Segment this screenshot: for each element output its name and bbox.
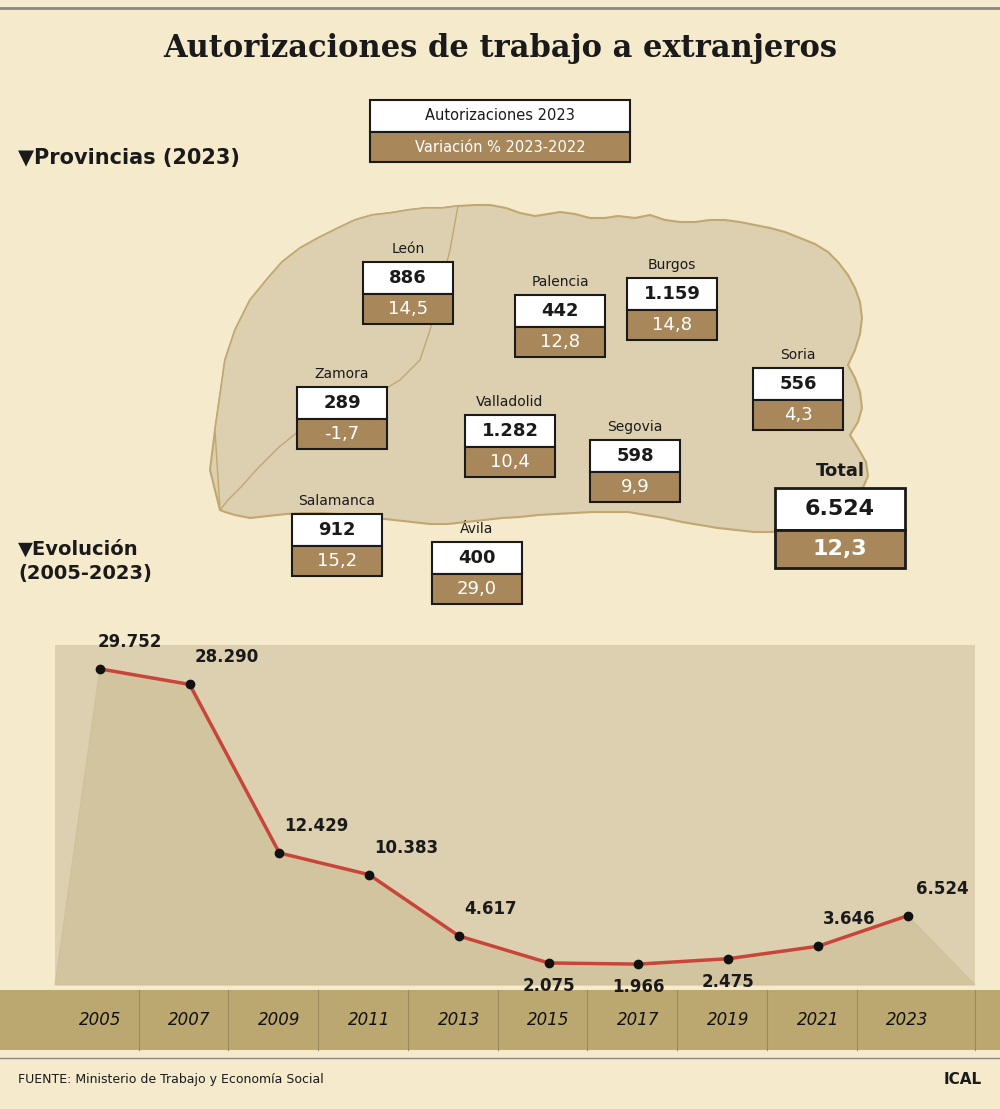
Text: 2013: 2013	[438, 1011, 480, 1029]
Text: ▼Evolución
(2005-2023): ▼Evolución (2005-2023)	[18, 540, 152, 582]
Text: 2015: 2015	[527, 1011, 570, 1029]
Text: Autorizaciones 2023: Autorizaciones 2023	[425, 109, 575, 123]
Text: 2017: 2017	[617, 1011, 660, 1029]
Text: 2019: 2019	[707, 1011, 749, 1029]
Bar	[775, 488, 905, 530]
Text: Total: Total	[816, 462, 864, 480]
Text: Palencia: Palencia	[531, 275, 589, 289]
Text: FUENTE: Ministerio de Trabajo y Economía Social: FUENTE: Ministerio de Trabajo y Economía…	[18, 1074, 324, 1087]
Text: 912: 912	[318, 521, 356, 539]
Bar	[515, 295, 605, 327]
Text: ▼Provincias (2023): ▼Provincias (2023)	[18, 147, 240, 167]
Text: 28.290: 28.290	[195, 649, 259, 667]
Bar	[627, 311, 717, 340]
Text: 289: 289	[323, 394, 361, 413]
Text: 2.475: 2.475	[702, 973, 755, 990]
Text: 4.617: 4.617	[464, 899, 517, 918]
Text: 12.429: 12.429	[284, 817, 349, 835]
Text: León: León	[391, 242, 425, 256]
Text: 886: 886	[389, 269, 427, 287]
Text: 4,3: 4,3	[784, 406, 812, 424]
Bar	[363, 262, 453, 294]
Text: 556: 556	[779, 375, 817, 393]
Text: Autorizaciones de trabajo a extranjeros: Autorizaciones de trabajo a extranjeros	[163, 32, 837, 63]
Bar	[590, 440, 680, 472]
Bar	[753, 368, 843, 400]
Bar	[292, 546, 382, 576]
Bar	[775, 530, 905, 568]
Text: 12,8: 12,8	[540, 333, 580, 352]
Text: 2023: 2023	[886, 1011, 929, 1029]
Polygon shape	[215, 206, 458, 510]
Text: Burgos: Burgos	[648, 258, 696, 272]
Text: Zamora: Zamora	[315, 367, 369, 381]
Polygon shape	[55, 669, 975, 985]
Text: Variación % 2023-2022: Variación % 2023-2022	[415, 140, 585, 154]
Text: 2009: 2009	[258, 1011, 301, 1029]
Text: 10,4: 10,4	[490, 452, 530, 471]
Text: ICAL: ICAL	[944, 1072, 982, 1088]
Text: 14,8: 14,8	[652, 316, 692, 334]
Bar	[297, 387, 387, 419]
Text: Valladolid: Valladolid	[476, 395, 544, 409]
Text: Segovia: Segovia	[607, 420, 663, 434]
Bar	[590, 472, 680, 502]
Text: 442: 442	[541, 302, 579, 321]
Bar	[292, 513, 382, 546]
Bar	[0, 990, 1000, 1050]
Text: 6.524: 6.524	[916, 879, 968, 897]
Text: 2005: 2005	[79, 1011, 121, 1029]
Bar	[465, 415, 555, 447]
Text: 2021: 2021	[797, 1011, 839, 1029]
Text: 1.159: 1.159	[644, 285, 700, 303]
Text: 15,2: 15,2	[317, 552, 357, 570]
Text: 400: 400	[458, 549, 496, 567]
Bar	[627, 278, 717, 311]
Text: 598: 598	[616, 447, 654, 465]
Bar	[363, 294, 453, 324]
Bar	[432, 542, 522, 574]
Text: 29.752: 29.752	[98, 633, 162, 651]
Polygon shape	[210, 205, 868, 532]
Text: 14,5: 14,5	[388, 301, 428, 318]
Text: 2007: 2007	[168, 1011, 211, 1029]
Bar	[55, 645, 975, 985]
Text: 3.646: 3.646	[823, 910, 876, 928]
Text: 2011: 2011	[348, 1011, 390, 1029]
Text: Ávila: Ávila	[460, 522, 494, 536]
Text: 29,0: 29,0	[457, 580, 497, 598]
Bar	[370, 132, 630, 162]
Text: -1,7: -1,7	[324, 425, 360, 442]
Text: Soria: Soria	[780, 348, 816, 362]
Text: 2.075: 2.075	[522, 977, 575, 995]
Text: 1.282: 1.282	[482, 423, 538, 440]
Bar	[297, 419, 387, 449]
Bar	[432, 574, 522, 604]
Text: Salamanca: Salamanca	[298, 494, 376, 508]
Text: 12,3: 12,3	[813, 539, 867, 559]
Text: 6.524: 6.524	[805, 499, 875, 519]
Text: 10.383: 10.383	[374, 838, 438, 856]
Bar	[753, 400, 843, 430]
Text: 9,9: 9,9	[621, 478, 649, 496]
Bar	[370, 100, 630, 132]
Text: 1.966: 1.966	[612, 978, 665, 996]
Bar	[515, 327, 605, 357]
Bar	[465, 447, 555, 477]
